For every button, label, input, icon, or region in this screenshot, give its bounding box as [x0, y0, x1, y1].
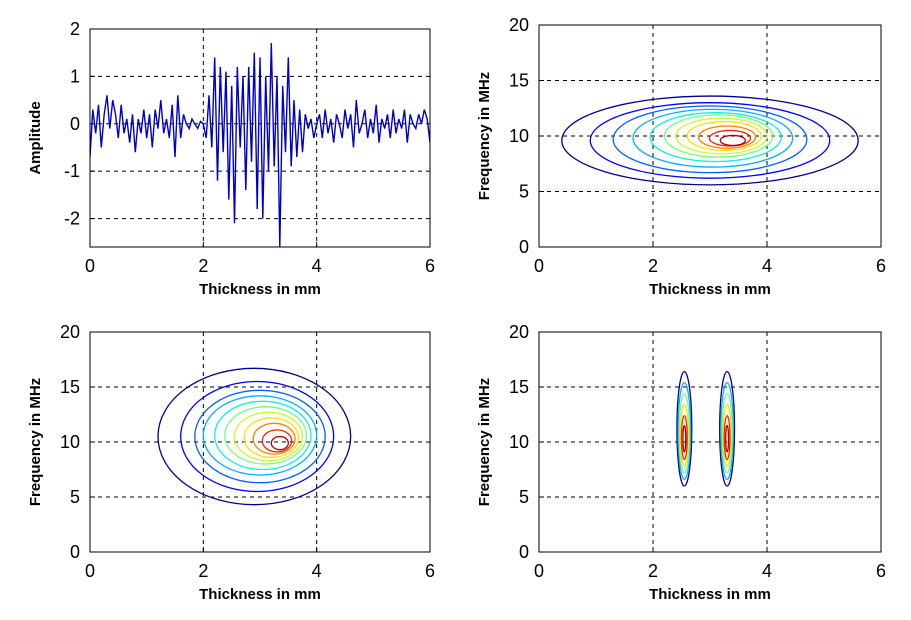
x-axis-label: Thickness in mm: [199, 586, 321, 603]
contour-level-11: [719, 134, 746, 147]
axes-box: [538, 331, 882, 553]
y-tick-label: 15: [509, 377, 529, 397]
contour-level-1: [561, 95, 859, 186]
x-axis-label: Thickness in mm: [199, 281, 321, 298]
y-tick-label: 1: [70, 66, 80, 86]
x-tick-label: 4: [312, 256, 322, 276]
contour-level-3: [678, 392, 691, 474]
y-tick-label: 0: [70, 542, 80, 562]
contour-level-8: [243, 417, 300, 459]
contour-level-6: [224, 406, 308, 465]
x-axis-label: Thickness in mm: [649, 281, 771, 298]
y-tick-label: 0: [519, 237, 529, 257]
y-tick-label: -2: [64, 209, 80, 229]
y-tick-label: 5: [70, 487, 80, 507]
y-tick-label: 10: [509, 432, 529, 452]
contour-level-10: [722, 403, 732, 467]
contour-level-12: [725, 424, 730, 453]
x-tick-label: 6: [425, 256, 435, 276]
series-line-1: [90, 43, 430, 247]
y-tick-label: 20: [509, 322, 529, 342]
contour-level-10: [261, 429, 293, 453]
contour-level-4: [632, 108, 794, 168]
y-axis-label: Frequency in MHz: [27, 378, 44, 506]
y-tick-label: 15: [60, 377, 80, 397]
axes-box: [89, 28, 431, 248]
x-tick-label: 0: [85, 561, 95, 581]
contour-level-5: [649, 112, 782, 163]
x-tick-label: 2: [198, 561, 208, 581]
x-tick-label: 0: [534, 256, 544, 276]
panel-3: 0 2 4 6 0 5 10 15 20 Thickness in mm Frequency in …: [27, 322, 435, 603]
panel-4: 0 2 4 6 0 5 10 15 20 Thickness in mm Frequency in …: [476, 322, 886, 603]
x-tick-label: 4: [312, 561, 322, 581]
x-tick-label: 2: [648, 256, 658, 276]
contour-level-6: [663, 114, 774, 158]
panel-2: 0 2 4 6 0 5 10 15 20 Thickness in mm Frequency in …: [476, 15, 886, 298]
y-tick-label: 10: [60, 432, 80, 452]
contour-level-8: [686, 120, 762, 152]
contour-level-4: [202, 395, 318, 476]
y-tick-label: 0: [70, 114, 80, 134]
y-tick-label: 5: [519, 487, 529, 507]
x-tick-label: 0: [85, 256, 95, 276]
contour-level-5: [214, 400, 312, 471]
y-tick-label: 0: [519, 542, 529, 562]
y-axis-label: Frequency in MHz: [476, 378, 493, 506]
x-tick-label: 2: [198, 256, 208, 276]
axes-box: [89, 331, 431, 553]
plot-data: [90, 43, 430, 247]
plot-data: [561, 95, 859, 186]
contour-level-3: [612, 105, 808, 174]
contour-level-2: [677, 381, 692, 481]
contour-level-11: [723, 414, 731, 461]
contour-level-10: [708, 129, 752, 147]
contour-level-7: [719, 370, 736, 487]
y-tick-label: 20: [60, 322, 80, 342]
x-axis-label: Thickness in mm: [649, 586, 771, 603]
contour-level-9: [697, 125, 757, 149]
contour-level-4: [679, 403, 689, 467]
panel-1: 0 2 4 6 -2 -1 0 1 2 Thickness in mm Amplitude: [27, 19, 435, 298]
x-tick-label: 2: [648, 561, 658, 581]
axes-box: [538, 24, 882, 248]
y-axis-label: Frequency in MHz: [476, 72, 493, 200]
plot-data: [157, 367, 352, 506]
y-tick-label: 10: [509, 126, 529, 146]
x-tick-label: 6: [876, 561, 886, 581]
contour-level-2: [180, 380, 335, 493]
contour-level-5: [680, 414, 688, 461]
x-tick-label: 6: [876, 256, 886, 276]
contour-level-9: [721, 392, 733, 474]
plot-data: [676, 370, 736, 487]
contour-level-1: [676, 370, 693, 487]
x-tick-label: 4: [762, 256, 772, 276]
y-tick-label: 20: [509, 15, 529, 35]
y-axis-label: Amplitude: [27, 101, 44, 174]
contour-level-7: [233, 411, 304, 462]
x-tick-label: 6: [425, 561, 435, 581]
contour-level-6: [682, 424, 687, 453]
contour-level-1: [157, 367, 352, 506]
contour-level-11: [270, 435, 289, 451]
contour-level-2: [589, 102, 831, 179]
y-tick-label: 2: [70, 19, 80, 39]
y-tick-label: 15: [509, 71, 529, 91]
contour-level-8: [720, 381, 735, 481]
contour-level-7: [675, 117, 768, 155]
x-tick-label: 0: [534, 561, 544, 581]
contour-level-9: [252, 422, 296, 455]
x-tick-label: 4: [762, 561, 772, 581]
y-tick-label: 5: [519, 182, 529, 202]
contour-level-3: [194, 389, 326, 484]
y-tick-label: -1: [64, 161, 80, 181]
